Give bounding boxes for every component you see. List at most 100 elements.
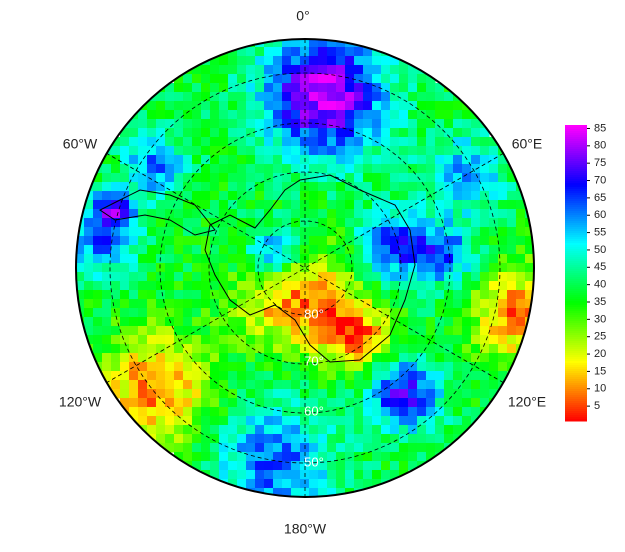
field-cell	[228, 92, 238, 102]
field-cell	[255, 236, 265, 246]
field-cell	[507, 317, 517, 327]
field-cell	[174, 443, 184, 453]
field-cell	[399, 92, 409, 102]
field-cell	[444, 218, 454, 228]
colorbar-segment	[565, 237, 587, 240]
field-cell	[381, 443, 391, 453]
field-cell	[291, 65, 301, 75]
field-cell	[444, 389, 454, 399]
colorbar-segment	[565, 351, 587, 354]
field-cell	[264, 308, 274, 318]
field-cell	[210, 74, 220, 84]
field-cell	[264, 335, 274, 345]
field-cell	[291, 74, 301, 84]
field-cell	[273, 461, 283, 471]
field-cell	[111, 308, 121, 318]
field-cell	[219, 182, 229, 192]
colorbar-segment	[565, 275, 587, 278]
field-cell	[453, 389, 463, 399]
field-cell	[237, 254, 247, 264]
field-cell	[390, 191, 400, 201]
field-cell	[345, 452, 355, 462]
field-cell	[237, 209, 247, 219]
field-cell	[354, 137, 364, 147]
colorbar-segment	[565, 379, 587, 382]
field-cell	[264, 371, 274, 381]
colorbar-segment	[565, 169, 587, 172]
field-cell	[93, 236, 103, 246]
longitude-label: 60°W	[63, 136, 98, 152]
field-cell	[228, 470, 238, 480]
field-cell	[444, 317, 454, 327]
field-cell	[453, 128, 463, 138]
field-cell	[435, 227, 445, 237]
field-cell	[282, 380, 292, 390]
field-cell	[219, 308, 229, 318]
field-cell	[129, 308, 139, 318]
field-cell	[174, 92, 184, 102]
field-cell	[201, 263, 211, 273]
field-cell	[444, 398, 454, 408]
field-cell	[399, 182, 409, 192]
field-cell	[111, 137, 121, 147]
field-cell	[453, 362, 463, 372]
field-cell	[453, 317, 463, 327]
field-cell	[336, 92, 346, 102]
field-cell	[498, 182, 508, 192]
field-cell	[111, 290, 121, 300]
field-cell	[174, 218, 184, 228]
field-cell	[210, 254, 220, 264]
field-cell	[129, 137, 139, 147]
field-cell	[210, 101, 220, 111]
field-cell	[336, 182, 346, 192]
field-cell	[318, 110, 328, 120]
field-cell	[282, 137, 292, 147]
colorbar-segment	[565, 413, 587, 416]
field-cell	[408, 317, 418, 327]
field-cell	[453, 407, 463, 417]
field-cell	[291, 39, 301, 48]
field-cell	[264, 434, 274, 444]
field-cell	[471, 200, 481, 210]
field-cell	[246, 74, 256, 84]
field-cell	[120, 245, 130, 255]
field-cell	[192, 164, 202, 174]
field-cell	[264, 317, 274, 327]
field-cell	[327, 281, 337, 291]
colorbar-segment	[565, 373, 587, 376]
field-cell	[282, 83, 292, 93]
field-cell	[453, 326, 463, 336]
field-cell	[327, 110, 337, 120]
field-cell	[336, 299, 346, 309]
field-cell	[309, 101, 319, 111]
field-cell	[165, 344, 175, 354]
field-cell	[480, 389, 490, 399]
field-cell	[165, 209, 175, 219]
field-cell	[210, 434, 220, 444]
field-cell	[291, 371, 301, 381]
field-cell	[309, 74, 319, 84]
field-cell	[354, 389, 364, 399]
colorbar-tick-label: 15	[594, 365, 606, 377]
field-cell	[390, 218, 400, 228]
field-cell	[444, 263, 454, 273]
field-cell	[246, 290, 256, 300]
field-cell	[390, 461, 400, 471]
field-cell	[426, 452, 436, 462]
field-cell	[291, 164, 301, 174]
field-cell	[381, 452, 391, 462]
field-cell	[462, 173, 472, 183]
field-cell	[282, 101, 292, 111]
field-cell	[408, 146, 418, 156]
field-cell	[165, 110, 175, 120]
field-cell	[390, 425, 400, 435]
field-cell	[129, 290, 139, 300]
field-cell	[381, 65, 391, 75]
field-cell	[507, 209, 517, 219]
colorbar-segment	[565, 313, 587, 316]
field-cell	[462, 290, 472, 300]
field-cell	[228, 110, 238, 120]
field-cell	[489, 290, 499, 300]
field-cell	[165, 407, 175, 417]
field-cell	[237, 353, 247, 363]
